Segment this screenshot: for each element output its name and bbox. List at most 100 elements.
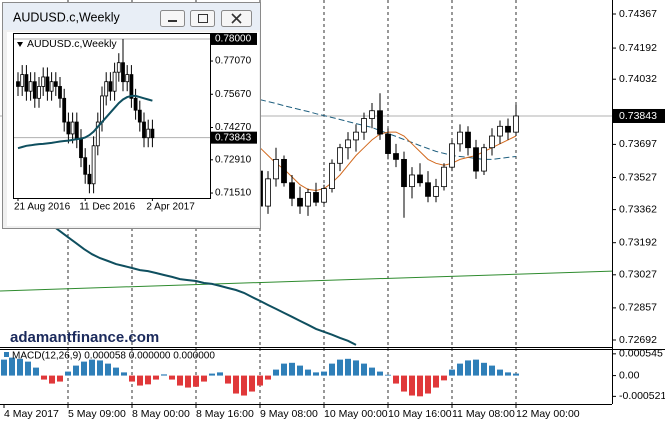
x-tick-label: 8 May 00:00 (132, 408, 190, 420)
histogram-bar (401, 375, 407, 392)
histogram-bar (137, 375, 143, 386)
histogram-bar (321, 371, 327, 376)
window-title: AUDUSD.c,Weekly (13, 10, 120, 24)
trendline (0, 270, 613, 292)
histogram-bar (505, 372, 511, 376)
histogram-bar (361, 363, 367, 376)
histogram-bar (441, 375, 447, 381)
histogram-bar (25, 361, 31, 376)
histogram-bar (9, 357, 15, 376)
inset-pane (13, 33, 211, 199)
current-price-label: 0.73843 (215, 132, 252, 143)
y-tick-label: 0.74032 (619, 73, 657, 85)
candle-body (337, 147, 343, 164)
histogram-bar (233, 375, 239, 394)
candle-body (74, 121, 79, 140)
candle-body (66, 121, 71, 135)
candle-body (369, 110, 375, 119)
x-tick-label: 10 May 16:00 (388, 408, 452, 420)
histogram-bar (121, 372, 127, 376)
candle-body (441, 166, 447, 188)
candle-body (91, 145, 96, 185)
candle-body (133, 97, 138, 111)
y-tick-label: 0.74270 (215, 122, 252, 133)
histogram-bar (153, 375, 159, 380)
histogram-bar (409, 375, 415, 396)
restore-button[interactable] (190, 10, 215, 27)
histogram-bar (105, 363, 111, 376)
histogram-bar (185, 375, 191, 388)
chart-frame (0, 0, 665, 405)
y-tick-label: -0.000521 (619, 390, 665, 402)
histogram-bar (129, 375, 135, 382)
candle-body (87, 173, 92, 185)
y-tick-label: 0.000545 (619, 348, 663, 360)
candle-body (425, 182, 431, 197)
level-label: 0.78000 (215, 34, 252, 45)
histogram-bar (217, 372, 223, 376)
histogram-bar (513, 373, 519, 376)
candle-body (20, 74, 25, 87)
candle-body (121, 62, 125, 83)
histogram-bar (209, 373, 215, 376)
watermark: adamantfinance.com (10, 329, 159, 346)
histogram-bar (489, 365, 495, 376)
y-tick-label: 0.75670 (215, 89, 252, 100)
x-tick-label: 5 May 09:00 (68, 408, 126, 420)
minimize-button[interactable] (160, 10, 185, 27)
candle-body (353, 131, 359, 141)
candle-body (24, 74, 29, 92)
histogram-bar (89, 359, 95, 376)
histogram-bar (473, 359, 479, 376)
candle-body (361, 118, 367, 133)
histogram-bar (305, 369, 311, 376)
candle-body (70, 121, 75, 135)
histogram-bar (113, 367, 119, 376)
current-price-label: 0.73843 (619, 110, 657, 122)
candle-body (297, 197, 303, 207)
candle-body (433, 186, 439, 197)
y-tick-label: 0.77070 (215, 56, 252, 67)
histogram-bar (145, 375, 151, 385)
y-tick-label: 0.73527 (619, 171, 657, 183)
candle-body (58, 86, 62, 99)
candle-body (45, 76, 50, 92)
histogram-bar (329, 363, 335, 376)
histogram-bar (337, 359, 343, 376)
candle-body (41, 76, 46, 87)
candle-body (345, 139, 351, 149)
candle-body (305, 192, 311, 207)
candle-body (385, 133, 391, 154)
candle-body (289, 182, 295, 199)
candle-body (489, 135, 495, 149)
level-box (211, 32, 257, 45)
candle-body (83, 157, 88, 175)
candle-body (329, 162, 335, 189)
histogram-bar (49, 375, 55, 384)
histogram-bar (377, 371, 383, 376)
histogram-bar (225, 375, 231, 384)
histogram-bar (41, 375, 47, 380)
y-tick-label: 0.73192 (619, 236, 657, 248)
candle-body (417, 174, 423, 184)
candle-body (465, 131, 471, 149)
candle-body (457, 131, 463, 145)
candle-body (281, 158, 287, 184)
histogram-bar (297, 365, 303, 376)
histogram-bar (273, 369, 279, 376)
candle-body (28, 81, 33, 92)
candle-body (273, 158, 279, 180)
histogram-bar (193, 375, 199, 387)
y-tick-label: 0.74367 (619, 8, 657, 20)
candle-body (321, 188, 327, 203)
x-tick-label: 11 May 08:00 (452, 408, 515, 420)
candle-body (505, 125, 511, 133)
x-tick-label: 8 May 16:00 (196, 408, 254, 420)
histogram-bar (81, 361, 87, 376)
histogram-bar (241, 375, 247, 396)
histogram-bar (281, 363, 287, 376)
candle-body (409, 174, 415, 188)
current-price-box (211, 131, 257, 144)
inset-window[interactable]: AUDUSD.c,Weekly 0.770700.756700.742700.7… (2, 2, 261, 229)
